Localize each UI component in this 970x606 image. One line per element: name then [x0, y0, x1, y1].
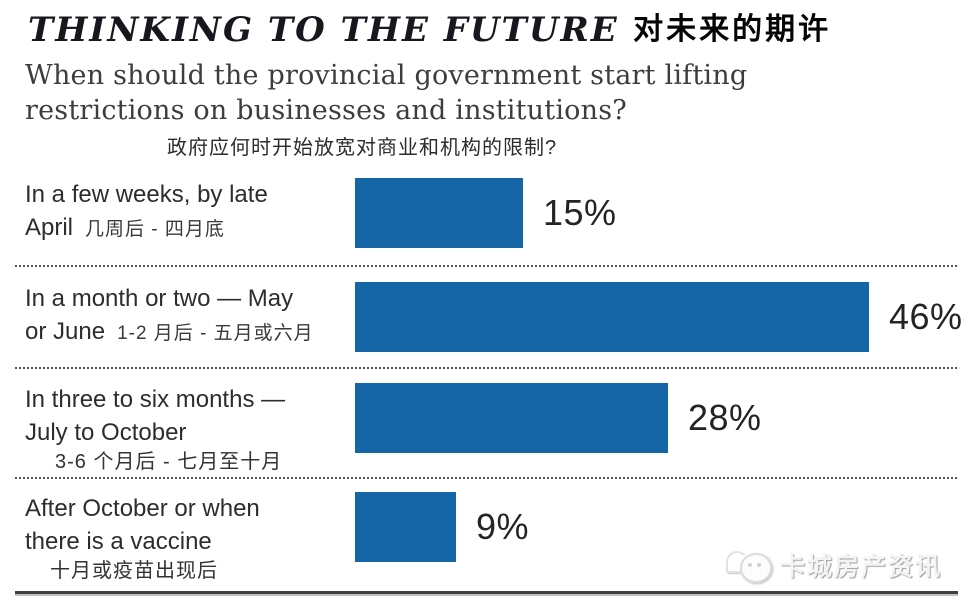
category-label: In a month or two — May or June 1-2 月后 - … — [25, 282, 355, 350]
watermark: 卡城房产资讯 — [725, 545, 942, 585]
speech-bubble-icon — [725, 551, 748, 573]
category-label-chinese: 几周后 - 四月底 — [85, 219, 225, 240]
bar-few-weeks — [355, 178, 523, 248]
page-title-chinese: 对未来的期许 — [633, 13, 832, 46]
bar-area: 46% — [355, 282, 963, 352]
bar-month-or-two — [355, 282, 869, 352]
bottom-rule — [15, 591, 958, 596]
category-label-chinese: 十月或疫苗出现后 — [50, 560, 218, 582]
bar-area: 15% — [355, 178, 617, 248]
value-label: 46% — [889, 296, 963, 337]
chart-row-month-or-two: In a month or two — May or June 1-2 月后 - … — [15, 267, 962, 369]
chart-question-line2: restrictions on businesses and instituti… — [25, 95, 627, 126]
chart-row-after-october: After October or when there is a vaccine… — [15, 479, 957, 584]
category-label-line1: In three to six months — — [25, 386, 286, 413]
category-label: In three to six months — July to October… — [25, 383, 355, 475]
bar-area: 28% — [355, 383, 762, 453]
value-label: 15% — [543, 192, 617, 233]
category-label-chinese: 1-2 月后 - 五月或六月 — [117, 323, 314, 344]
chart-question-line1: When should the provincial government st… — [25, 60, 748, 91]
category-label-line1: In a few weeks, by late — [25, 181, 268, 208]
category-label: In a few weeks, by late April 几周后 - 四月底 — [25, 178, 355, 246]
page-title: THINKING TO THE FUTURE 对未来的期许 — [28, 4, 831, 50]
chart-row-three-to-six-months: In three to six months — July to October… — [15, 369, 957, 479]
category-label-line1: After October or when — [25, 495, 260, 522]
chart-row-few-weeks: In a few weeks, by late April 几周后 - 四月底 1… — [15, 163, 957, 267]
watermark-logo-icon — [725, 545, 772, 585]
value-label: 28% — [688, 397, 762, 438]
watermark-text: 卡城房产资讯 — [779, 553, 942, 581]
bar-chart: In a few weeks, by late April 几周后 - 四月底 1… — [0, 163, 970, 584]
chart-question-chinese: 政府应何时开始放宽对商业和机构的限制? — [167, 137, 558, 159]
page-title-english: THINKING TO THE FUTURE — [28, 10, 619, 50]
value-label: 9% — [476, 506, 530, 547]
category-label-line2: April 几周后 - 四月底 — [25, 214, 225, 241]
bar-three-to-six-months — [355, 383, 668, 453]
bar-area: 9% — [355, 492, 529, 562]
category-label-line1: In a month or two — May — [25, 285, 294, 312]
panda-face-icon — [739, 553, 772, 583]
bar-after-october — [355, 492, 456, 562]
category-label: After October or when there is a vaccine… — [25, 492, 355, 584]
category-label-line2: or June 1-2 月后 - 五月或六月 — [25, 318, 314, 345]
category-label-line2: July to October — [25, 419, 187, 446]
category-label-chinese: 3-6 个月后 - 七月至十月 — [55, 451, 283, 473]
chart-question: When should the provincial government st… — [25, 58, 747, 128]
category-label-line2: there is a vaccine — [25, 528, 212, 555]
